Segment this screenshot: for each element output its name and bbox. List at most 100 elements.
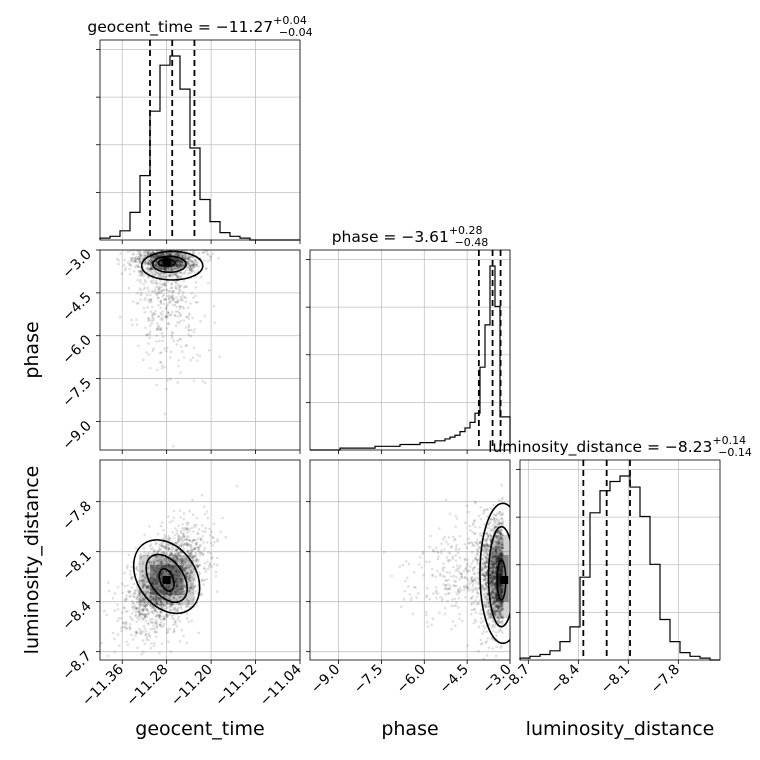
scatter-geocent_time-vs-luminosity_distance-point — [202, 578, 205, 582]
scatter-geocent_time-vs-luminosity_distance-point — [144, 612, 147, 616]
scatter-geocent_time-vs-phase-point — [188, 255, 192, 259]
scatter-phase-vs-luminosity_distance-point — [500, 562, 503, 566]
scatter-geocent_time-vs-phase-point — [161, 318, 164, 322]
scatter-geocent_time-vs-luminosity_distance-point — [165, 592, 168, 596]
scatter-geocent_time-vs-phase-point — [185, 257, 188, 261]
scatter-geocent_time-vs-luminosity_distance-point — [175, 582, 179, 586]
scatter-phase-vs-luminosity_distance-point — [494, 562, 497, 566]
scatter-phase-vs-luminosity_distance-point — [476, 582, 480, 585]
scatter-phase-vs-luminosity_distance-point — [490, 626, 493, 629]
scatter-phase-vs-luminosity_distance-point — [474, 580, 478, 583]
scatter-geocent_time-vs-luminosity_distance-point — [184, 569, 187, 573]
scatter-phase-vs-luminosity_distance-point — [483, 553, 486, 556]
scatter-geocent_time-vs-luminosity_distance-point — [170, 565, 173, 568]
scatter-geocent_time-vs-phase-point — [174, 253, 178, 257]
scatter-geocent_time-vs-phase-point — [167, 289, 170, 293]
scatter-geocent_time-vs-luminosity_distance-point — [159, 603, 163, 607]
scatter-geocent_time-vs-phase-point — [151, 272, 155, 276]
scatter-geocent_time-vs-luminosity_distance-point — [195, 552, 198, 556]
scatter-geocent_time-vs-luminosity_distance-point — [159, 572, 163, 576]
scatter-phase-vs-luminosity_distance-point — [496, 616, 500, 620]
scatter-phase-vs-luminosity_distance-point — [454, 559, 458, 562]
scatter-geocent_time-vs-phase-point — [160, 289, 163, 292]
scatter-phase-vs-luminosity_distance-point — [491, 503, 495, 507]
scatter-geocent_time-vs-luminosity_distance-point — [185, 544, 189, 547]
scatter-geocent_time-vs-phase-point — [138, 245, 141, 248]
scatter-geocent_time-vs-luminosity_distance-point — [137, 610, 141, 613]
scatter-phase-vs-luminosity_distance-point — [489, 572, 493, 575]
scatter-phase-vs-luminosity_distance-point — [501, 601, 504, 605]
scatter-geocent_time-vs-luminosity_distance-point — [175, 532, 179, 535]
scatter-phase-vs-luminosity_distance-point — [485, 601, 489, 605]
scatter-geocent_time-vs-luminosity_distance-point — [176, 538, 180, 541]
scatter-phase-vs-luminosity_distance-point — [444, 579, 447, 582]
scatter-geocent_time-vs-phase-point — [174, 259, 178, 262]
scatter-geocent_time-vs-luminosity_distance-point — [190, 526, 194, 530]
scatter-geocent_time-vs-luminosity_distance-point — [178, 571, 182, 574]
scatter-geocent_time-vs-luminosity_distance-point — [159, 610, 163, 614]
scatter-phase-vs-luminosity_distance-point — [495, 535, 499, 539]
scatter-geocent_time-vs-luminosity_distance-point — [168, 566, 172, 569]
scatter-geocent_time-vs-luminosity_distance-point — [190, 619, 194, 622]
scatter-geocent_time-vs-luminosity_distance-point — [164, 591, 168, 595]
scatter-geocent_time-vs-phase-point — [186, 257, 189, 261]
scatter-geocent_time-vs-luminosity_distance-point — [148, 544, 152, 548]
scatter-geocent_time-vs-luminosity_distance-ytick-label-0: −8.7 — [59, 648, 94, 683]
scatter-geocent_time-vs-luminosity_distance-point — [145, 612, 149, 616]
scatter-phase-vs-luminosity_distance-point — [491, 580, 494, 584]
scatter-phase-vs-luminosity_distance-point — [407, 562, 411, 566]
scatter-geocent_time-vs-luminosity_distance-point — [172, 554, 175, 557]
scatter-phase-vs-luminosity_distance-point — [498, 610, 502, 614]
scatter-geocent_time-vs-phase-point — [139, 292, 143, 295]
scatter-geocent_time-vs-phase-point — [157, 255, 160, 258]
scatter-geocent_time-vs-luminosity_distance-point — [150, 607, 153, 610]
scatter-geocent_time-vs-luminosity_distance-point — [152, 591, 156, 594]
scatter-phase-vs-luminosity_distance-point — [499, 529, 502, 532]
scatter-geocent_time-vs-luminosity_distance-point — [174, 622, 177, 626]
scatter-geocent_time-vs-phase-point — [138, 259, 142, 263]
scatter-phase-vs-luminosity_distance-point — [498, 533, 501, 536]
scatter-phase-vs-luminosity_distance-point — [466, 570, 469, 574]
scatter-geocent_time-vs-phase-point — [157, 303, 160, 307]
scatter-phase-vs-luminosity_distance-point — [499, 536, 503, 539]
scatter-geocent_time-vs-luminosity_distance-point — [167, 548, 171, 551]
scatter-geocent_time-vs-luminosity_distance-point — [170, 582, 174, 586]
scatter-geocent_time-vs-luminosity_distance-point — [169, 592, 173, 595]
scatter-phase-vs-luminosity_distance-point — [475, 548, 479, 551]
scatter-geocent_time-vs-phase-point — [158, 290, 162, 294]
scatter-geocent_time-vs-luminosity_distance-point — [155, 567, 159, 570]
hist-geocent_time-title: geocent_time = −11.27+0.04 −0.04 — [87, 14, 312, 39]
scatter-geocent_time-vs-phase-point — [160, 313, 164, 316]
scatter-phase-vs-luminosity_distance-point — [465, 504, 469, 508]
scatter-geocent_time-vs-luminosity_distance-point — [191, 513, 195, 517]
scatter-geocent_time-vs-luminosity_distance-point — [160, 606, 164, 610]
scatter-phase-vs-luminosity_distance-point — [499, 571, 503, 575]
scatter-geocent_time-vs-luminosity_distance-point — [161, 624, 165, 628]
scatter-geocent_time-vs-phase-point — [155, 282, 159, 286]
scatter-geocent_time-vs-luminosity_distance-point — [153, 550, 157, 553]
scatter-geocent_time-vs-luminosity_distance-point — [175, 529, 179, 533]
scatter-geocent_time-vs-phase-point — [194, 280, 198, 284]
scatter-geocent_time-vs-phase-point — [172, 297, 175, 300]
scatter-phase-vs-luminosity_distance-point — [500, 593, 504, 596]
scatter-phase-vs-luminosity_distance-point — [457, 596, 460, 600]
scatter-geocent_time-vs-luminosity_distance-point — [162, 592, 166, 596]
scatter-geocent_time-vs-phase-point — [162, 266, 166, 270]
scatter-phase-vs-luminosity_distance-point — [488, 616, 491, 619]
scatter-geocent_time-vs-luminosity_distance-point — [149, 560, 153, 564]
scatter-geocent_time-vs-luminosity_distance-point — [161, 570, 164, 574]
scatter-phase-vs-luminosity_distance-point — [431, 549, 435, 552]
scatter-phase-vs-luminosity_distance-point — [487, 646, 491, 649]
scatter-geocent_time-vs-phase-point — [188, 246, 191, 249]
scatter-phase-vs-luminosity_distance-point — [410, 596, 413, 599]
scatter-geocent_time-vs-luminosity_distance-point — [168, 520, 172, 524]
scatter-geocent_time-vs-luminosity_distance-point — [177, 536, 181, 540]
scatter-phase-vs-luminosity_distance-point — [436, 551, 440, 555]
scatter-geocent_time-vs-phase-point — [176, 315, 180, 318]
scatter-geocent_time-vs-phase-point — [171, 246, 174, 249]
scatter-geocent_time-vs-luminosity_distance-point — [133, 604, 137, 607]
scatter-geocent_time-vs-luminosity_distance-point — [155, 555, 159, 559]
scatter-geocent_time-vs-luminosity_distance-point — [174, 549, 177, 553]
scatter-geocent_time-vs-luminosity_distance-point — [189, 539, 192, 542]
scatter-geocent_time-vs-phase-point — [204, 250, 207, 253]
